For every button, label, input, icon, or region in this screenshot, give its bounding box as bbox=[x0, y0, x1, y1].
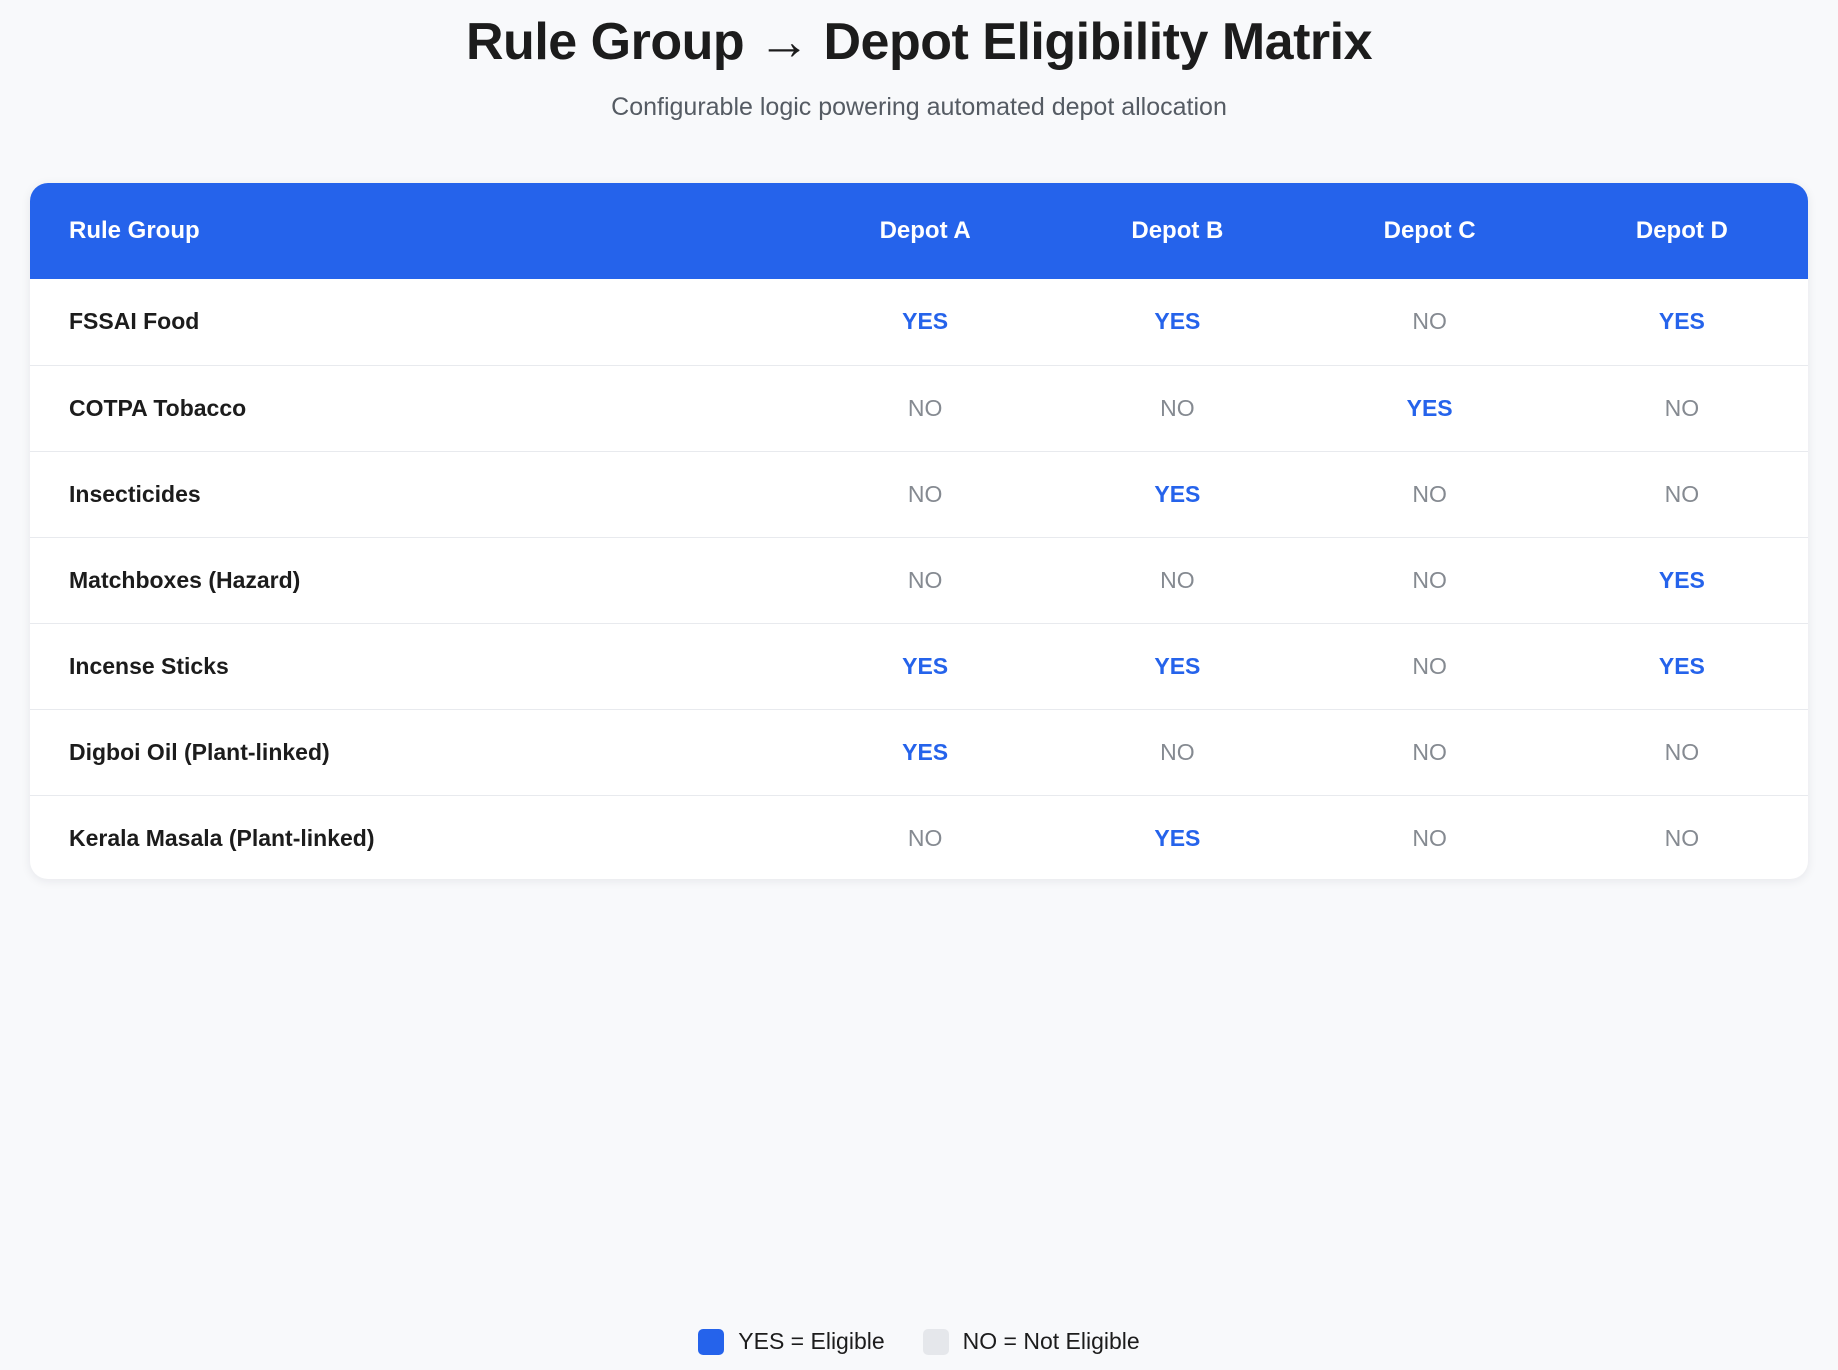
eligibility-cell: NO bbox=[907, 566, 943, 593]
eligibility-cell: YES bbox=[1154, 480, 1201, 507]
eligibility-cell: YES bbox=[1658, 566, 1705, 593]
no-swatch-icon bbox=[922, 1328, 949, 1355]
eligibility-cell: NO bbox=[1412, 480, 1447, 507]
eligibility-cell: NO bbox=[1412, 738, 1447, 765]
eligibility-cell: YES bbox=[1154, 824, 1201, 851]
rule-group-name: Kerala Masala (Plant-linked) bbox=[69, 824, 375, 851]
eligibility-cell: YES bbox=[1154, 308, 1201, 335]
eligibility-cell: NO bbox=[907, 824, 943, 851]
eligibility-cell: NO bbox=[907, 480, 943, 507]
table-row: Incense Sticks YES YES NO YES bbox=[30, 623, 1808, 709]
table-row: Insecticides NO YES NO NO bbox=[30, 451, 1808, 537]
rule-group-name: Insecticides bbox=[69, 480, 201, 507]
legend-item-no: NO = Not Eligible bbox=[922, 1328, 1140, 1355]
yes-swatch-icon bbox=[698, 1328, 725, 1355]
eligibility-cell: NO bbox=[1160, 394, 1195, 421]
rule-group-name: Incense Sticks bbox=[69, 652, 229, 679]
legend-no-label: NO = Not Eligible bbox=[962, 1328, 1140, 1354]
eligibility-cell: YES bbox=[1658, 308, 1705, 335]
eligibility-cell: NO bbox=[907, 394, 943, 421]
eligibility-cell: NO bbox=[1160, 738, 1195, 765]
eligibility-cell: YES bbox=[1154, 652, 1201, 679]
column-header-depot-b[interactable]: Depot B bbox=[1131, 217, 1224, 244]
legend-item-yes: YES = Eligible bbox=[698, 1328, 885, 1355]
eligibility-matrix-table: Rule Group Depot A Depot B Depot C Depot… bbox=[30, 183, 1808, 879]
eligibility-cell: YES bbox=[1658, 652, 1705, 679]
rule-group-name: Digboi Oil (Plant-linked) bbox=[69, 738, 330, 765]
table-row: COTPA Tobacco NO NO YES NO bbox=[30, 365, 1808, 451]
eligibility-cell: NO bbox=[1160, 566, 1195, 593]
eligibility-cell: NO bbox=[1412, 308, 1447, 335]
table-row: Digboi Oil (Plant-linked) YES NO NO NO bbox=[30, 709, 1808, 795]
table-row: Kerala Masala (Plant-linked) NO YES NO N… bbox=[30, 795, 1808, 879]
legend: YES = Eligible NO = Not Eligible bbox=[0, 1328, 1838, 1355]
rule-group-name: FSSAI Food bbox=[69, 308, 200, 335]
page-title: Rule Group → Depot Eligibility Matrix bbox=[466, 13, 1373, 71]
eligibility-cell: YES bbox=[902, 652, 949, 679]
eligibility-cell: YES bbox=[1406, 394, 1453, 421]
table-row: FSSAI Food YES YES NO YES bbox=[30, 279, 1808, 365]
eligibility-cell: NO bbox=[1664, 738, 1700, 765]
column-header-depot-d[interactable]: Depot D bbox=[1635, 217, 1728, 244]
legend-yes-label: YES = Eligible bbox=[738, 1328, 885, 1354]
eligibility-cell: YES bbox=[902, 308, 949, 335]
eligibility-cell: YES bbox=[902, 738, 949, 765]
column-header-depot-c[interactable]: Depot C bbox=[1383, 217, 1476, 244]
rule-group-name: COTPA Tobacco bbox=[69, 394, 247, 421]
page-subtitle: Configurable logic powering automated de… bbox=[611, 93, 1227, 121]
eligibility-cell: NO bbox=[1664, 394, 1700, 421]
table-header-row: Rule Group Depot A Depot B Depot C Depot… bbox=[30, 183, 1808, 279]
eligibility-cell: NO bbox=[1412, 652, 1447, 679]
rule-group-name: Matchboxes (Hazard) bbox=[69, 566, 301, 593]
eligibility-matrix-card: Rule Group Depot A Depot B Depot C Depot… bbox=[30, 183, 1808, 879]
column-header-depot-a[interactable]: Depot A bbox=[879, 217, 971, 244]
eligibility-cell: NO bbox=[1664, 824, 1700, 851]
column-header-rule-group[interactable]: Rule Group bbox=[69, 217, 200, 244]
eligibility-cell: NO bbox=[1412, 824, 1447, 851]
eligibility-cell: NO bbox=[1412, 566, 1447, 593]
eligibility-cell: NO bbox=[1664, 480, 1700, 507]
table-row: Matchboxes (Hazard) NO NO NO YES bbox=[30, 537, 1808, 623]
